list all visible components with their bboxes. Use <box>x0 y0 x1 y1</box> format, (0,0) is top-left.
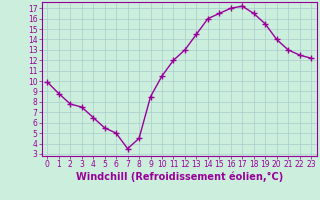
X-axis label: Windchill (Refroidissement éolien,°C): Windchill (Refroidissement éolien,°C) <box>76 172 283 182</box>
